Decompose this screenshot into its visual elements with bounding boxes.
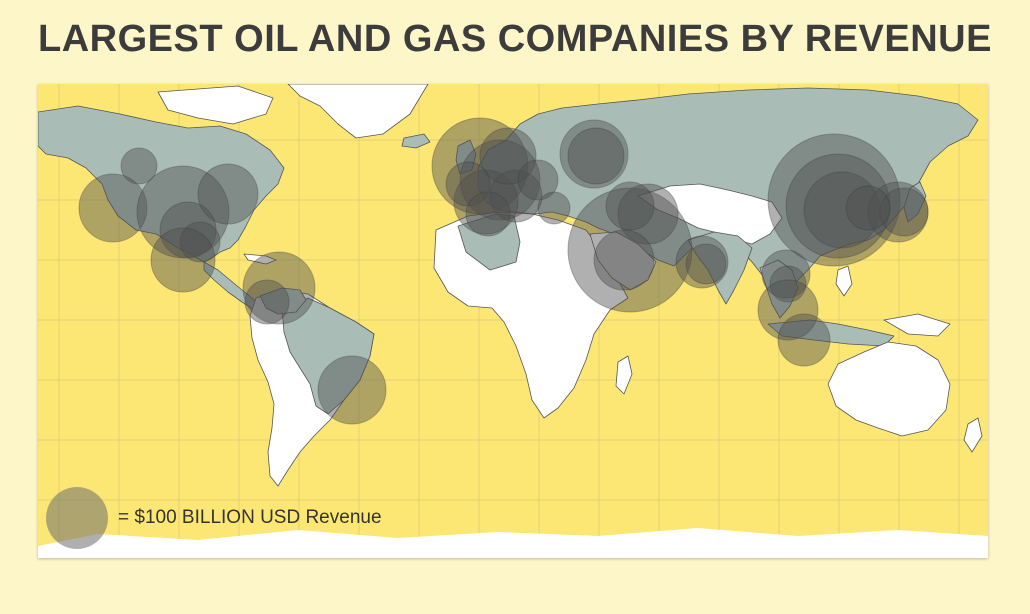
- bubble-korea: [845, 185, 891, 231]
- bubble-us-texas-2: [179, 221, 221, 263]
- bubble-italy: [537, 191, 571, 225]
- bubble-brazil: [317, 355, 387, 425]
- bubble-us-central-large: [136, 165, 230, 259]
- bubble-us-west: [78, 173, 148, 243]
- bubble-europe-large: [431, 117, 529, 215]
- bubble-thailand-2: [769, 265, 807, 303]
- land-southeast-asia: [759, 259, 799, 319]
- bubble-thailand: [761, 249, 811, 299]
- bubble-europe-5: [479, 127, 537, 185]
- bubble-malaysia: [757, 279, 819, 341]
- bubble-venezuela: [242, 251, 316, 325]
- revenue-bubbles: [78, 117, 929, 425]
- land-caribbean: [243, 253, 277, 265]
- land-greenland: [287, 84, 429, 139]
- bubble-russia: [559, 119, 629, 189]
- bubble-middle-east-large: [567, 187, 693, 313]
- land-arctic-islands: [157, 85, 274, 125]
- bubble-us-east: [197, 163, 259, 225]
- bubble-europe-3: [453, 169, 519, 235]
- land-algeria: [457, 213, 521, 271]
- page-title: LARGEST OIL AND GAS COMPANIES BY REVENUE: [38, 18, 992, 60]
- bubble-europe-2: [459, 139, 541, 221]
- bubble-iran-2: [605, 181, 655, 231]
- bubble-indonesia: [777, 313, 831, 367]
- bubble-europe-7: [517, 159, 559, 201]
- land-india: [687, 231, 753, 305]
- land-antarctica: [38, 528, 988, 558]
- bubble-us-texas: [159, 201, 217, 259]
- legend-label: = $100 BILLION USD Revenue: [118, 507, 382, 528]
- bubble-alaska: [120, 147, 158, 185]
- land-japan: [903, 181, 927, 223]
- bubble-india: [675, 235, 729, 289]
- land-madagascar: [615, 355, 633, 395]
- bubble-venezuela-2: [244, 279, 290, 325]
- land-uk: [455, 139, 477, 175]
- bubble-iran: [617, 183, 679, 245]
- bubble-russia-2: [567, 127, 625, 185]
- land-indonesia: [767, 319, 895, 347]
- land-australia: [827, 341, 951, 437]
- land-philippines: [835, 265, 853, 297]
- legend-bubble: [46, 487, 108, 549]
- land-arabia: [589, 231, 657, 291]
- land-iceland: [401, 133, 431, 149]
- bubble-europe-6: [445, 161, 491, 207]
- bubble-china-2: [785, 153, 891, 259]
- land-new-guinea: [883, 313, 951, 337]
- map-canvas: [38, 84, 988, 558]
- bubble-china-3: [803, 171, 881, 249]
- map-legend: = $100 BILLION USD Revenue: [46, 486, 382, 550]
- bubble-china-large: [767, 133, 901, 267]
- bubble-japan: [879, 187, 929, 237]
- land-central-asia: [637, 183, 783, 245]
- world-map: = $100 BILLION USD Revenue: [38, 84, 988, 558]
- bubble-saudi: [593, 229, 655, 291]
- bubble-europe-4: [489, 169, 543, 223]
- land-north-america: [38, 105, 285, 263]
- bubble-japan-korea: [867, 181, 929, 243]
- land-brazil: [281, 297, 375, 415]
- bubble-india-2: [685, 243, 727, 285]
- bubble-mexico: [150, 227, 216, 293]
- land-venezuela: [259, 287, 307, 315]
- land-masses: [38, 84, 988, 558]
- bubble-spain: [465, 191, 511, 237]
- land-new-zealand: [963, 417, 983, 453]
